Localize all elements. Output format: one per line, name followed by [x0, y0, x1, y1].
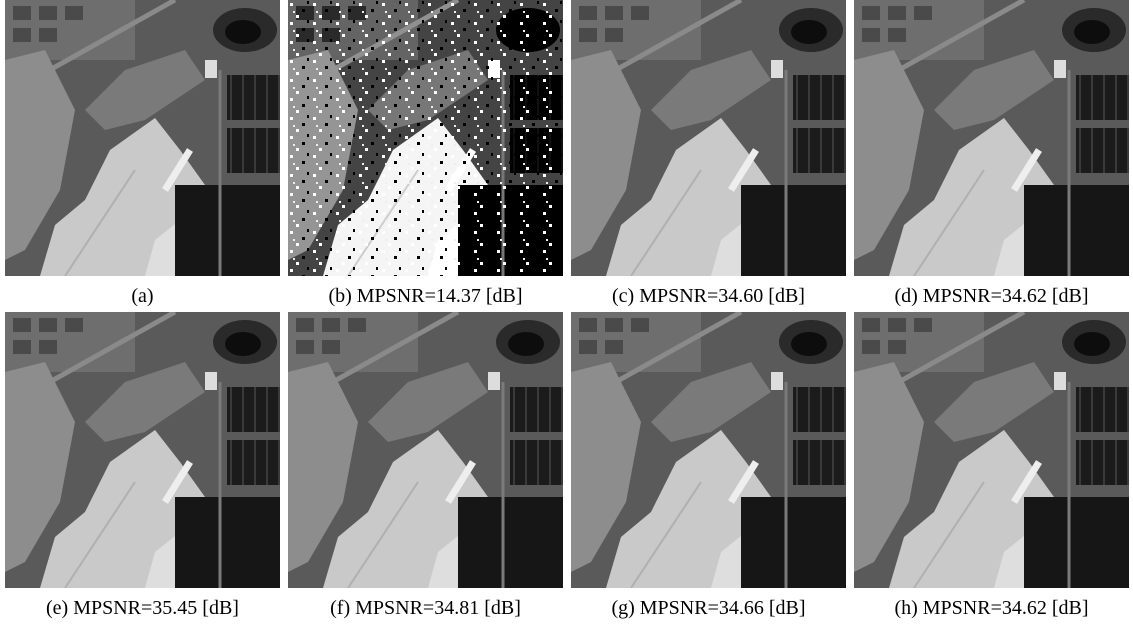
panel: (d) MPSNR=34.62 [dB] — [854, 0, 1133, 312]
figure: (a) (b) MPSNR=14.37 [dB] (c) MPSNR=34.60… — [0, 0, 1133, 626]
page: (a) (b) MPSNR=14.37 [dB] (c) MPSNR=34.60… — [0, 0, 1133, 626]
caption: (f) MPSNR=34.81 [dB] — [288, 597, 563, 619]
panel-image — [288, 312, 563, 588]
panel-image — [854, 0, 1129, 276]
panel-image — [5, 312, 280, 588]
panel: (b) MPSNR=14.37 [dB] — [288, 0, 571, 312]
panel-image — [5, 0, 280, 276]
panel-image — [571, 0, 846, 276]
caption: (g) MPSNR=34.66 [dB] — [571, 597, 846, 619]
caption: (c) MPSNR=34.60 [dB] — [571, 285, 846, 307]
panel: (e) MPSNR=35.45 [dB] — [5, 312, 288, 626]
caption: (h) MPSNR=34.62 [dB] — [854, 597, 1129, 619]
caption: (d) MPSNR=34.62 [dB] — [854, 285, 1129, 307]
panel-image — [571, 312, 846, 588]
panel: (c) MPSNR=34.60 [dB] — [571, 0, 854, 312]
panel-image — [288, 0, 563, 276]
panel: (a) — [5, 0, 288, 312]
caption: (b) MPSNR=14.37 [dB] — [288, 285, 563, 307]
panel-image — [854, 312, 1129, 588]
caption: (a) — [5, 285, 280, 307]
panel: (g) MPSNR=34.66 [dB] — [571, 312, 854, 626]
panel: (f) MPSNR=34.81 [dB] — [288, 312, 571, 626]
panel: (h) MPSNR=34.62 [dB] — [854, 312, 1133, 626]
caption: (e) MPSNR=35.45 [dB] — [5, 597, 280, 619]
